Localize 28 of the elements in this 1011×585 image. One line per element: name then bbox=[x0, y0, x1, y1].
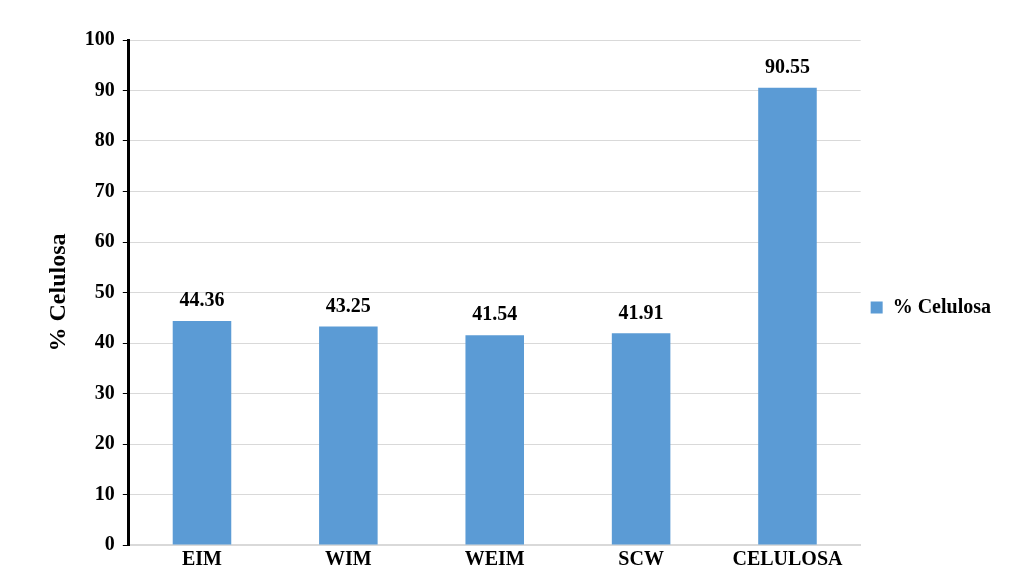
x-tick-label: WIM bbox=[325, 547, 372, 570]
y-tick-label: 50 bbox=[94, 279, 115, 302]
legend-label: % Celulosa bbox=[892, 294, 991, 317]
y-tick-label: 100 bbox=[84, 27, 115, 50]
bar bbox=[611, 333, 671, 545]
y-tick-label: 30 bbox=[94, 380, 115, 403]
y-axis-title: % Celulosa bbox=[43, 233, 70, 352]
y-tick-label: 90 bbox=[94, 77, 115, 100]
y-tick-label: 40 bbox=[94, 330, 115, 353]
bar bbox=[172, 320, 232, 545]
bar bbox=[465, 335, 524, 545]
data-label: 41.54 bbox=[472, 302, 518, 325]
data-label: 90.55 bbox=[764, 54, 810, 77]
x-tick-label: EIM bbox=[181, 547, 223, 570]
bar bbox=[319, 326, 378, 545]
y-tick-label: 0 bbox=[104, 532, 115, 555]
y-tick-label: 60 bbox=[94, 229, 115, 252]
y-tick-label: 20 bbox=[94, 431, 115, 454]
y-tick-label: 10 bbox=[94, 481, 115, 504]
data-label: 41.91 bbox=[618, 300, 664, 323]
data-label: 43.25 bbox=[325, 293, 371, 316]
data-label: 44.36 bbox=[179, 288, 225, 311]
bar bbox=[758, 87, 817, 545]
x-tick-label: WEIM bbox=[464, 547, 525, 570]
x-tick-label: CELULOSA bbox=[732, 547, 844, 570]
y-tick-label: 80 bbox=[94, 128, 115, 151]
y-tick-label: 70 bbox=[94, 178, 115, 201]
x-tick-label: SCW bbox=[618, 547, 664, 570]
